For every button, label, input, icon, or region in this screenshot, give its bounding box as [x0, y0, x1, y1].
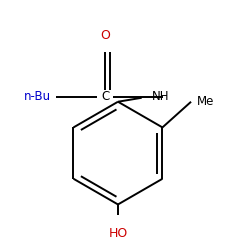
- Text: Me: Me: [197, 95, 214, 108]
- Text: O: O: [100, 29, 110, 43]
- Text: C: C: [101, 90, 109, 103]
- Text: NH: NH: [152, 90, 169, 103]
- Text: HO: HO: [108, 227, 128, 240]
- Text: n-Bu: n-Bu: [24, 90, 51, 103]
